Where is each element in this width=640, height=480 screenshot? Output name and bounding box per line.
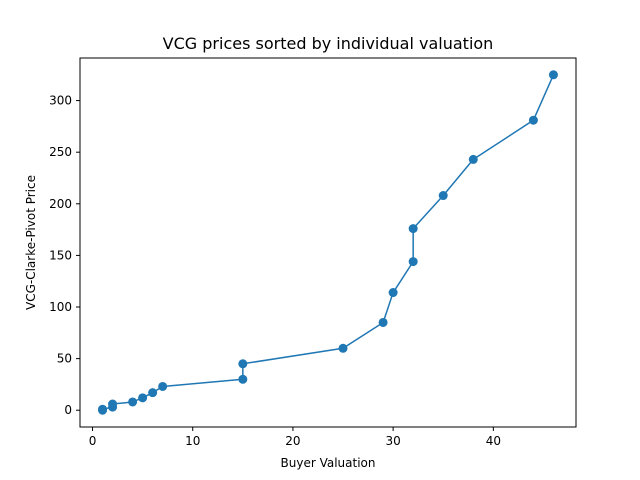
data-point-18	[548, 70, 558, 80]
data-point-8	[238, 374, 248, 384]
y-tick-label: 100	[49, 300, 72, 314]
data-point-10	[338, 343, 348, 353]
y-tick-label: 300	[49, 94, 72, 108]
x-axis-label: Buyer Valuation	[281, 456, 376, 470]
data-point-7	[158, 381, 168, 391]
y-tick-label: 200	[49, 197, 72, 211]
data-point-1	[98, 404, 108, 414]
y-tick-label: 150	[49, 248, 72, 262]
y-axis-label: VCG-Clarke-Pivot Price	[24, 175, 38, 310]
plot-area	[98, 70, 558, 415]
data-point-12	[388, 288, 398, 298]
data-point-9	[238, 359, 248, 369]
axes-frame	[79, 57, 577, 428]
y-tick-label: 0	[64, 403, 72, 417]
y-axis-ticks: 0 50 100 150 200 250 300	[49, 94, 80, 417]
data-point-14	[408, 224, 418, 234]
data-point-4	[128, 397, 138, 407]
x-axis-ticks: 0 10 20 30 40	[89, 427, 501, 448]
data-point-17	[528, 115, 538, 125]
data-point-5	[138, 393, 148, 403]
x-tick-label: 20	[285, 434, 300, 448]
x-tick-label: 40	[486, 434, 501, 448]
data-point-11	[378, 317, 388, 327]
x-tick-label: 10	[185, 434, 200, 448]
chart-title: VCG prices sorted by individual valuatio…	[163, 34, 494, 53]
x-tick-label: 30	[385, 434, 400, 448]
data-point-15	[438, 191, 448, 201]
data-point-6	[148, 388, 158, 398]
y-tick-label: 250	[49, 145, 72, 159]
data-point-3	[108, 399, 118, 409]
x-tick-label: 0	[89, 434, 97, 448]
y-tick-label: 50	[57, 352, 72, 366]
data-point-16	[468, 154, 478, 164]
data-point-13	[408, 257, 418, 267]
